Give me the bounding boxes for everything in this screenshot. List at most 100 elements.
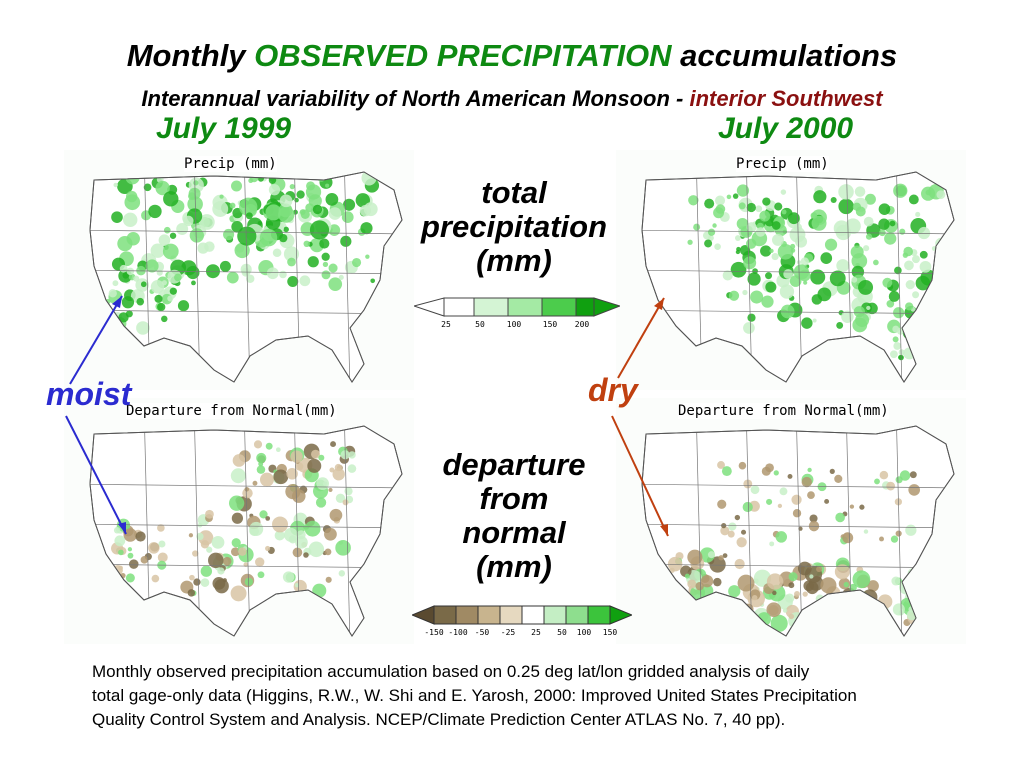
map-precip-1999 (64, 150, 414, 390)
precip-blob (884, 232, 897, 245)
precip-blob (200, 565, 213, 577)
precip-blob (899, 470, 911, 481)
precip-blob (140, 556, 149, 564)
precip-blob (151, 574, 160, 583)
precip-blob (865, 233, 873, 240)
precip-blob (829, 270, 846, 287)
precip-blob (765, 272, 773, 280)
precip-blob (862, 589, 878, 605)
precip-blob (750, 290, 764, 304)
precip-blob (872, 619, 877, 624)
precip-blob (761, 295, 774, 308)
precip-blob (722, 553, 728, 558)
precip-blob (193, 180, 199, 186)
caption-line2: total gage-only data (Higgins, R.W., W. … (92, 686, 857, 705)
precip-blob (907, 326, 917, 336)
precip-blob (765, 281, 777, 293)
precip-blob (108, 289, 117, 298)
precip-blob (287, 257, 296, 267)
caption-line1: Monthly observed precipitation accumulat… (92, 662, 810, 681)
precip-blob (231, 180, 243, 192)
precip-blob (211, 535, 225, 549)
precip-blob (757, 612, 772, 627)
precip-blob (863, 245, 870, 252)
precip-blob (714, 195, 726, 206)
precip-blob (240, 263, 252, 275)
precip-blob (161, 280, 167, 286)
precip-blob (177, 300, 190, 312)
precip-blob (905, 327, 914, 337)
precip-blob (135, 531, 146, 542)
precip-blob (878, 218, 890, 230)
colorbar-precip-tick: 50 (475, 320, 485, 329)
precip-blob (717, 499, 727, 509)
map-label-departure-left: Departure from Normal(mm) (126, 403, 337, 419)
precip-blob (811, 215, 827, 231)
precip-blob (805, 581, 819, 595)
precip-blob (812, 318, 817, 323)
precip-blob (940, 292, 946, 299)
precip-blob (228, 495, 245, 511)
precip-blob (915, 275, 931, 291)
precip-blob (266, 267, 279, 280)
precip-blob (909, 341, 921, 353)
precip-blob (169, 287, 177, 295)
precip-blob (720, 611, 737, 628)
precip-blob (155, 180, 170, 196)
precip-blob (258, 461, 264, 467)
precip-blob (278, 203, 293, 218)
precip-blob (891, 576, 901, 586)
us-land-outline (89, 425, 403, 637)
precip-blob (148, 542, 160, 554)
precip-blob (794, 590, 800, 597)
precip-blob (892, 325, 900, 333)
precip-blob (755, 205, 763, 213)
precip-blob (720, 526, 730, 536)
colorbar-precip-tick: 25 (441, 320, 451, 329)
precip-blob (273, 469, 289, 485)
precip-blob (863, 529, 869, 534)
precip-blob (917, 345, 922, 350)
precip-blob (328, 487, 333, 493)
precip-blob (230, 585, 247, 602)
precip-blob (126, 231, 140, 246)
precip-blob (718, 597, 734, 612)
center-label-departure-line3: normal (462, 515, 566, 550)
precip-blob (223, 228, 235, 241)
precip-blob (279, 270, 287, 279)
precip-blob (736, 537, 747, 548)
precip-blob (311, 449, 321, 459)
precip-blob (802, 591, 808, 597)
precip-blob (208, 552, 224, 569)
precip-blob (734, 235, 741, 241)
colorbar-departure-swatches (412, 605, 632, 625)
precip-blob (126, 267, 135, 276)
colorbar-departure-tick: 150 (602, 628, 618, 637)
colorbar-departure-tick: 25 (531, 628, 541, 637)
precip-blob (148, 204, 162, 219)
state-border (193, 426, 201, 636)
colorbar-departure-tick: -50 (474, 628, 490, 637)
precip-blob (851, 276, 858, 283)
precip-blob (303, 240, 310, 248)
precip-blob (807, 491, 815, 499)
precip-blob (935, 292, 941, 298)
precip-blob (718, 555, 724, 561)
precip-blob (919, 260, 932, 273)
precip-blob (338, 570, 346, 577)
precip-blob (864, 601, 875, 612)
precip-blob (700, 574, 714, 588)
precip-blob (272, 516, 288, 533)
precip-blob (743, 256, 757, 270)
precip-blob (319, 238, 330, 249)
colorbar-precip-tick: 150 (542, 320, 558, 329)
precip-blob (780, 304, 795, 319)
precip-blob (296, 190, 305, 199)
precip-blob (743, 322, 755, 334)
precip-blob (158, 234, 171, 246)
center-label-departure-line1: departure (442, 447, 586, 482)
precip-blob (936, 190, 946, 200)
precip-blob (303, 552, 309, 558)
precip-blob (283, 246, 300, 262)
precip-blob (115, 174, 120, 179)
